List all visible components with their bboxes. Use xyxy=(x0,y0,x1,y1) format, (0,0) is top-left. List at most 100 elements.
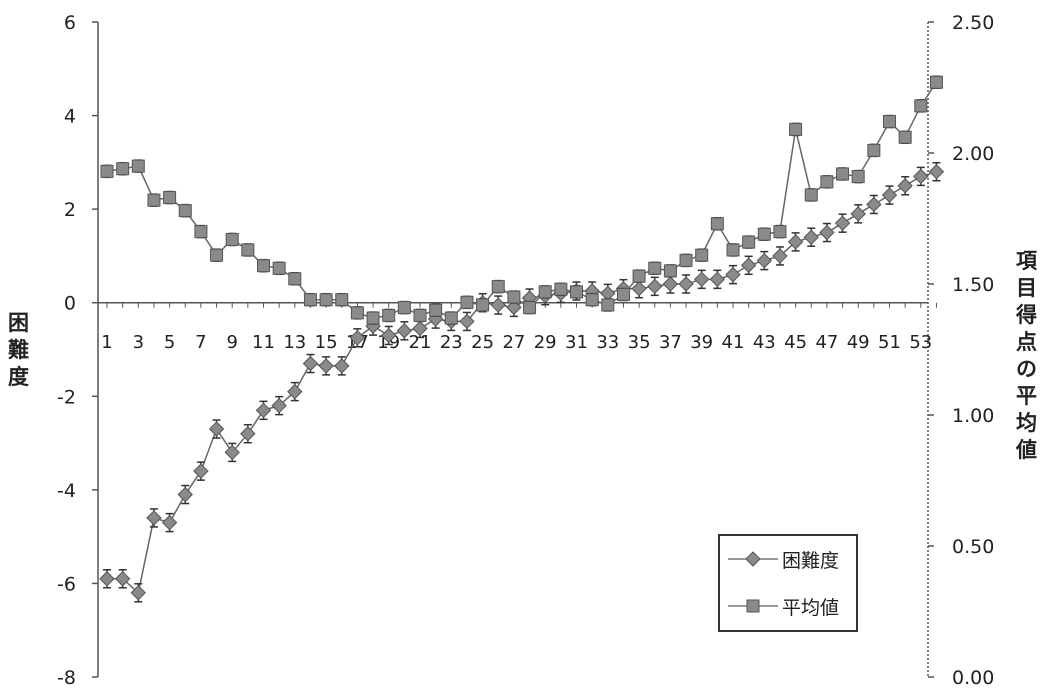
data-point xyxy=(898,130,912,144)
right-axis-label: 項目得点の平均値 xyxy=(1016,248,1037,464)
data-point xyxy=(693,271,710,288)
data-point xyxy=(820,175,834,189)
data-point xyxy=(413,308,427,322)
data-point xyxy=(335,293,349,307)
data-point xyxy=(710,217,724,231)
data-point xyxy=(349,330,366,346)
data-point xyxy=(757,227,771,241)
x-axis-ticks: 1357911131517192123252729313335373941434… xyxy=(101,302,937,353)
x-tick-label: 39 xyxy=(690,332,713,353)
data-point xyxy=(271,397,287,414)
x-tick-label: 45 xyxy=(784,332,807,353)
data-point xyxy=(193,463,209,479)
series-average xyxy=(100,75,943,325)
legend-label-average: 平均値 xyxy=(782,596,840,619)
data-point xyxy=(678,276,694,292)
data-point xyxy=(255,402,272,419)
data-point xyxy=(444,311,458,325)
data-point xyxy=(208,421,225,437)
x-tick-label: 29 xyxy=(534,332,557,353)
data-point xyxy=(787,234,804,250)
x-tick-label: 31 xyxy=(565,332,588,353)
data-point xyxy=(523,301,537,315)
axis-label-char: 平 xyxy=(1016,384,1037,408)
legend: 困難度 平均値 xyxy=(718,534,858,632)
data-point xyxy=(756,252,773,269)
x-tick-label: 43 xyxy=(753,332,776,353)
axis-label-char: 点 xyxy=(1016,330,1037,354)
axis-label-char: 困 xyxy=(8,311,29,335)
x-tick-label: 33 xyxy=(596,332,619,353)
data-point xyxy=(616,287,630,301)
data-point xyxy=(147,193,161,207)
data-point xyxy=(412,320,428,337)
data-point xyxy=(287,383,303,400)
data-point xyxy=(789,122,803,136)
data-point xyxy=(740,257,757,273)
data-point xyxy=(897,178,913,194)
data-point xyxy=(914,99,928,113)
data-point xyxy=(116,162,130,176)
data-point xyxy=(647,278,663,295)
data-point xyxy=(210,248,224,262)
left-tick-label: -6 xyxy=(57,573,76,595)
axis-label-char: の xyxy=(1016,357,1037,381)
left-tick-label: 0 xyxy=(64,293,76,315)
right-tick-label: 0.00 xyxy=(952,667,994,689)
axis-label-char: 難 xyxy=(8,338,29,362)
data-point xyxy=(804,188,818,202)
x-tick-label: 21 xyxy=(409,332,432,353)
data-point xyxy=(303,293,317,307)
data-point xyxy=(429,303,443,317)
data-point xyxy=(851,170,865,184)
axis-label-char: 目 xyxy=(1016,276,1037,300)
x-tick-label: 7 xyxy=(195,332,206,353)
data-point xyxy=(178,204,192,218)
data-point xyxy=(302,355,319,372)
left-tick-label: -8 xyxy=(57,667,76,689)
x-tick-label: 49 xyxy=(847,332,870,353)
x-tick-label: 15 xyxy=(315,332,338,353)
data-point xyxy=(538,285,552,299)
left-axis-label: 困難度 xyxy=(8,310,29,391)
data-point xyxy=(114,571,131,587)
data-point xyxy=(709,271,726,288)
axis-label-char: 項 xyxy=(1016,249,1037,273)
data-point xyxy=(366,311,380,325)
data-point xyxy=(318,358,334,374)
data-point xyxy=(648,261,662,275)
left-axis-ticks: 6 4 2 0 -2 -4 -6 -8 xyxy=(57,12,98,689)
data-point xyxy=(131,159,145,173)
legend-label-difficulty: 困難度 xyxy=(782,549,840,572)
x-tick-label: 23 xyxy=(440,332,463,353)
x-tick-label: 35 xyxy=(628,332,651,353)
data-point xyxy=(146,510,162,526)
data-point xyxy=(803,229,819,245)
data-point xyxy=(726,243,740,257)
data-point xyxy=(679,253,693,267)
right-tick-label: 1.50 xyxy=(952,274,994,296)
data-point xyxy=(319,293,333,307)
data-point xyxy=(476,298,490,312)
x-tick-label: 5 xyxy=(164,332,175,353)
data-point xyxy=(866,196,882,213)
data-point xyxy=(742,235,756,249)
legend-item-average: 平均値 xyxy=(728,591,839,621)
axis-label-char: 値 xyxy=(1016,438,1037,462)
x-tick-label: 51 xyxy=(878,332,901,353)
data-point xyxy=(161,514,178,531)
x-tick-label: 1 xyxy=(101,332,112,353)
data-point xyxy=(834,215,851,231)
x-tick-label: 47 xyxy=(815,332,838,353)
data-point xyxy=(507,290,521,304)
data-point xyxy=(663,264,677,278)
x-tick-label: 53 xyxy=(909,332,932,353)
x-tick-label: 13 xyxy=(283,332,306,353)
data-point xyxy=(240,426,256,442)
legend-square-marker-icon xyxy=(728,599,778,613)
x-tick-label: 9 xyxy=(226,332,237,353)
data-point xyxy=(836,167,850,181)
data-point xyxy=(257,259,270,273)
data-point xyxy=(773,225,787,239)
